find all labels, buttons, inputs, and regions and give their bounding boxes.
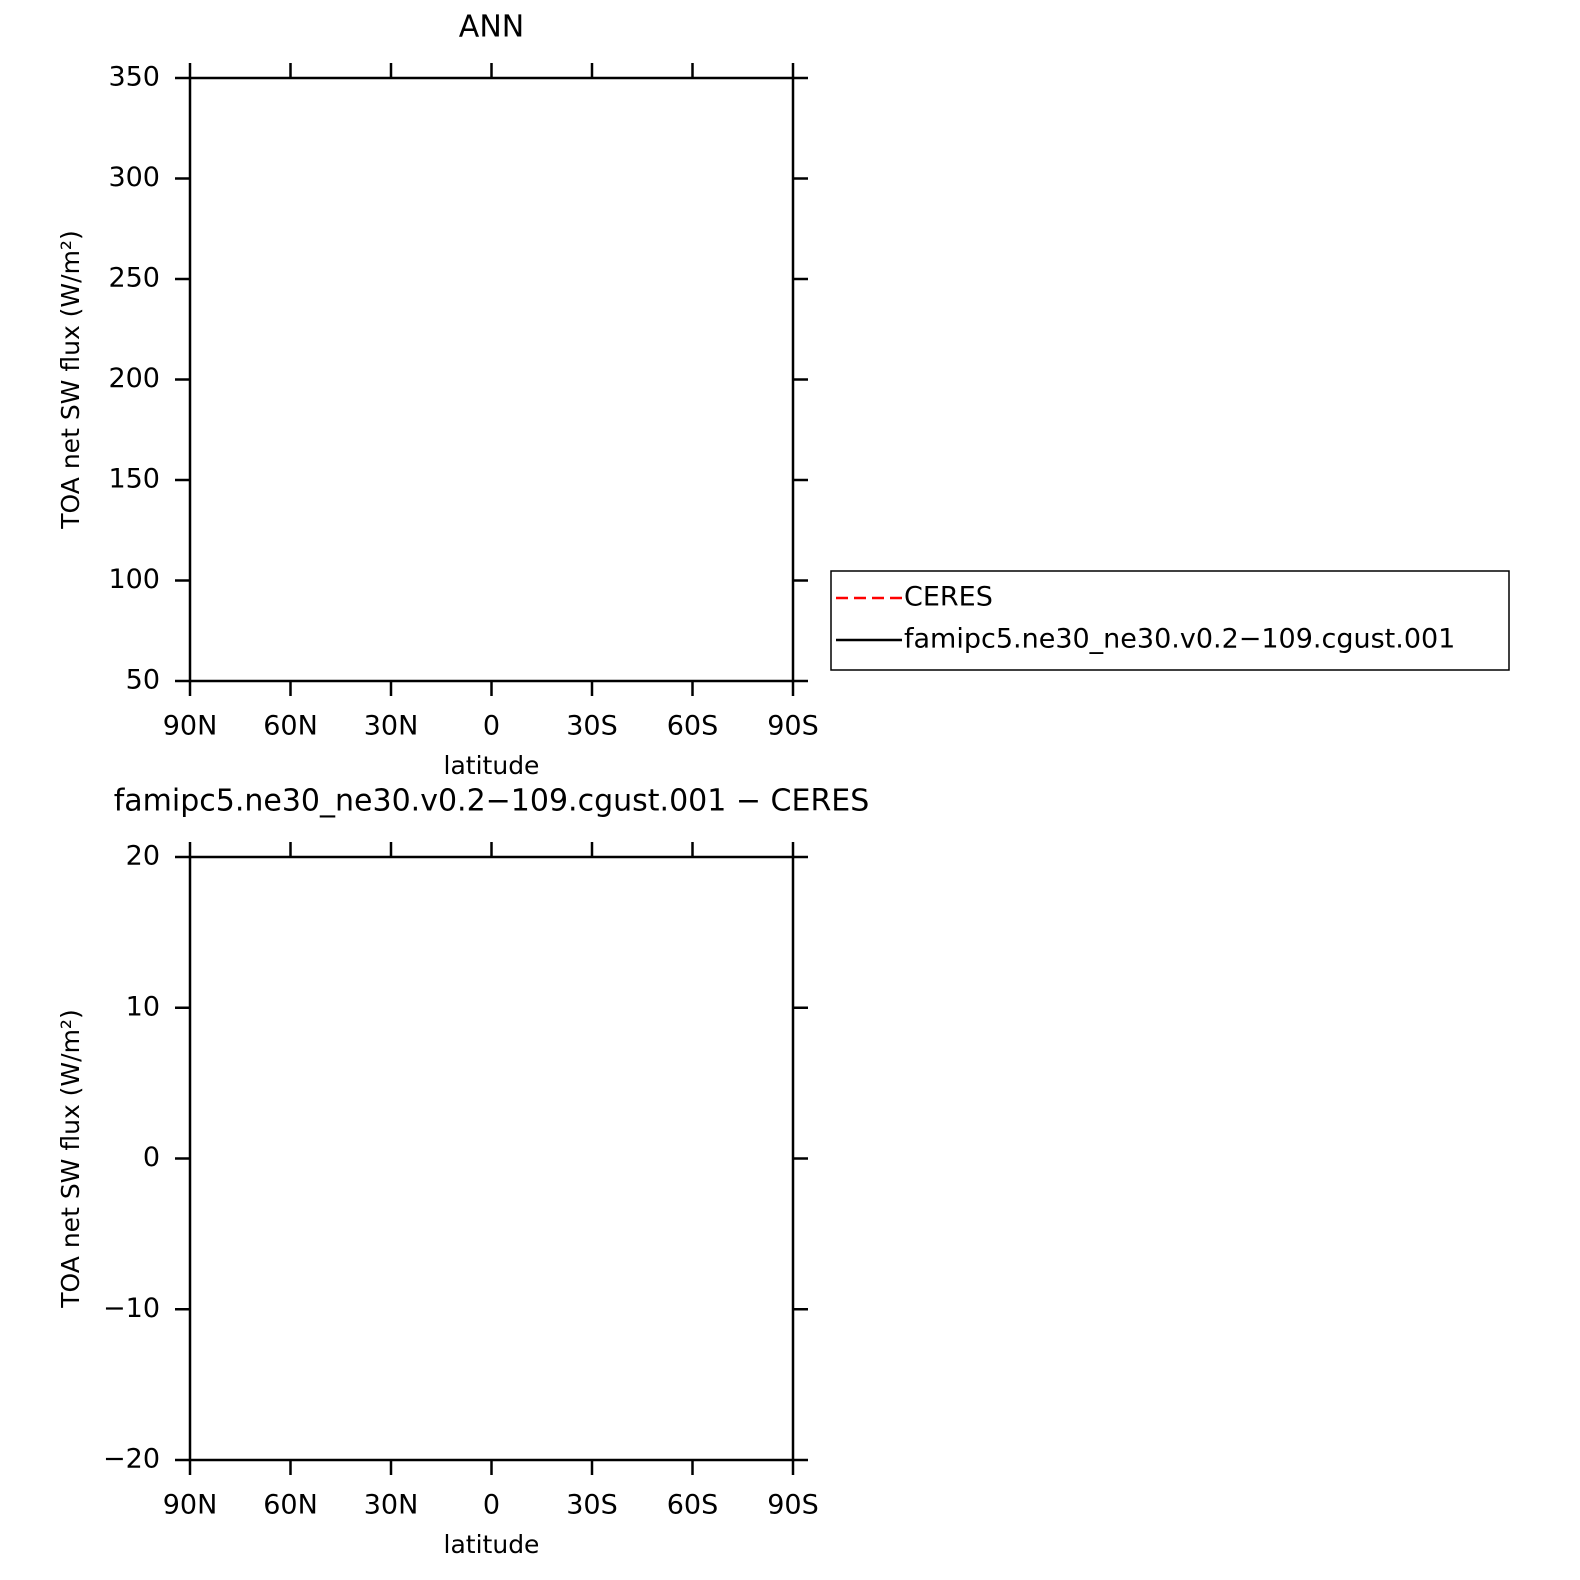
x-tick-label: 90S [767, 711, 819, 742]
x-tick-label: 0 [483, 711, 500, 742]
plot-frame [188, 855, 795, 1462]
x-tick-label: 60S [667, 711, 719, 742]
y-tick-label: −20 [103, 1444, 160, 1475]
x-tick-label: 60N [263, 1490, 318, 1521]
legend-label: CERES [904, 582, 993, 613]
legend-label: famipc5.ne30_ne30.v0.2−109.cgust.001 [904, 624, 1455, 655]
x-tick-label: 30N [364, 1490, 419, 1521]
x-tick-label: 0 [483, 1490, 500, 1521]
y-tick-label: −10 [103, 1293, 160, 1324]
y-tick-label: 350 [108, 62, 160, 93]
y-tick-label: 300 [108, 162, 160, 193]
x-axis-label: latitude [444, 1530, 540, 1559]
chart-title: ANN [459, 10, 524, 45]
y-tick-label: 150 [108, 464, 160, 495]
chart-title: famipc5.ne30_ne30.v0.2−109.cgust.001 − C… [114, 784, 870, 819]
x-tick-label: 90N [163, 711, 218, 742]
y-tick-label: 20 [126, 841, 160, 872]
x-tick-label: 30N [364, 711, 419, 742]
y-tick-label: 250 [108, 263, 160, 294]
x-axis-label: latitude [444, 751, 540, 780]
plot-frame [188, 76, 795, 683]
y-axis-label: TOA net SW flux (W/m²) [56, 230, 85, 529]
x-tick-label: 90S [767, 1490, 819, 1521]
x-tick-label: 60S [667, 1490, 719, 1521]
y-axis-label: TOA net SW flux (W/m²) [56, 1009, 85, 1308]
y-tick-label: 200 [108, 363, 160, 394]
y-tick-label: 50 [126, 665, 160, 696]
y-tick-label: 100 [108, 564, 160, 595]
x-tick-label: 30S [566, 1490, 618, 1521]
x-tick-label: 60N [263, 711, 318, 742]
legend-box [830, 570, 1510, 671]
y-tick-label: 10 [126, 991, 160, 1022]
y-tick-label: 0 [143, 1142, 160, 1173]
x-tick-label: 90N [163, 1490, 218, 1521]
x-tick-label: 30S [566, 711, 618, 742]
